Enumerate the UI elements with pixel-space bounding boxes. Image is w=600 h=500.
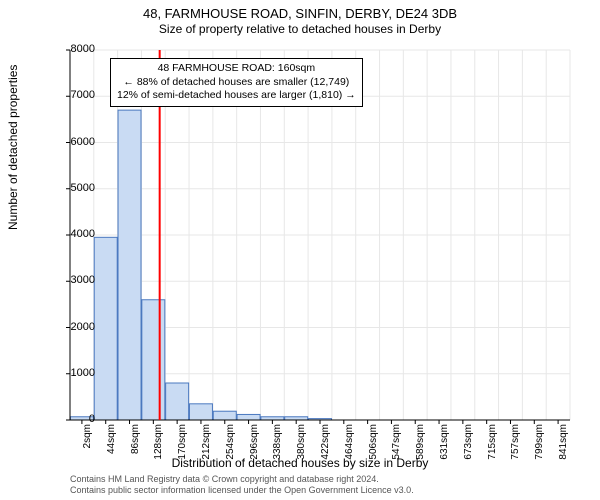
attribution: Contains HM Land Registry data © Crown c…	[70, 474, 414, 496]
annotation-line-2: ← 88% of detached houses are smaller (12…	[117, 76, 356, 90]
chart-title: 48, FARMHOUSE ROAD, SINFIN, DERBY, DE24 …	[0, 0, 600, 21]
attribution-line-2: Contains public sector information licen…	[70, 485, 414, 496]
annotation-box: 48 FARMHOUSE ROAD: 160sqm ← 88% of detac…	[110, 58, 363, 107]
y-axis-label: Number of detached properties	[6, 65, 20, 230]
y-tick-label: 4000	[55, 228, 95, 240]
y-tick-label: 2000	[55, 321, 95, 333]
y-tick-label: 3000	[55, 274, 95, 286]
chart-container: 48, FARMHOUSE ROAD, SINFIN, DERBY, DE24 …	[0, 0, 600, 500]
y-tick-label: 1000	[55, 367, 95, 379]
x-axis-label: Distribution of detached houses by size …	[0, 456, 600, 470]
annotation-line-3: 12% of semi-detached houses are larger (…	[117, 89, 356, 103]
y-tick-label: 7000	[55, 89, 95, 101]
y-tick-label: 5000	[55, 182, 95, 194]
y-tick-label: 8000	[55, 43, 95, 55]
annotation-line-1: 48 FARMHOUSE ROAD: 160sqm	[117, 62, 356, 76]
attribution-line-1: Contains HM Land Registry data © Crown c…	[70, 474, 414, 485]
chart-subtitle: Size of property relative to detached ho…	[0, 22, 600, 36]
y-tick-label: 6000	[55, 136, 95, 148]
